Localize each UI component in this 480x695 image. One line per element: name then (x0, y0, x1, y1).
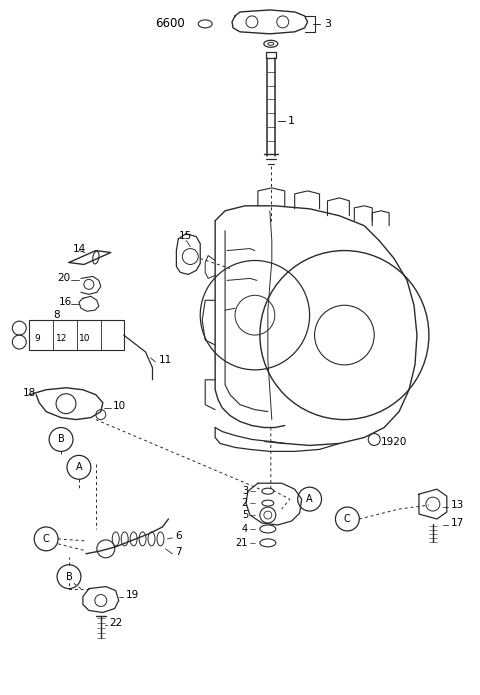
Circle shape (67, 455, 91, 480)
Text: 1: 1 (288, 116, 295, 126)
Text: 7: 7 (175, 547, 182, 557)
Text: C: C (344, 514, 351, 524)
Text: A: A (76, 462, 82, 473)
Text: 3: 3 (242, 486, 248, 496)
Text: 2: 2 (242, 498, 248, 508)
Text: B: B (58, 434, 64, 445)
Text: 13: 13 (451, 500, 464, 510)
Text: A: A (306, 494, 313, 504)
Circle shape (49, 427, 73, 451)
Circle shape (298, 487, 322, 511)
Text: 11: 11 (158, 355, 172, 365)
Text: 18: 18 (23, 388, 36, 398)
Circle shape (57, 565, 81, 589)
Text: 8: 8 (53, 310, 60, 320)
Text: 15: 15 (179, 231, 192, 240)
Text: 19: 19 (126, 589, 139, 600)
Text: C: C (43, 534, 49, 544)
Text: 14: 14 (73, 243, 86, 254)
Text: 1920: 1920 (381, 437, 408, 448)
Text: 17: 17 (451, 518, 464, 528)
Text: B: B (66, 572, 72, 582)
Circle shape (34, 527, 58, 551)
Text: 21: 21 (236, 538, 248, 548)
Text: 6600: 6600 (156, 17, 185, 31)
Text: 22: 22 (109, 619, 122, 628)
Text: 5: 5 (242, 510, 248, 520)
Text: 16: 16 (59, 297, 72, 307)
Circle shape (336, 507, 360, 531)
Text: 3: 3 (324, 19, 332, 29)
Text: 12: 12 (56, 334, 68, 343)
Text: 9: 9 (34, 334, 40, 343)
Text: 10: 10 (79, 334, 90, 343)
Text: 10: 10 (113, 400, 126, 411)
Text: 4: 4 (242, 524, 248, 534)
Text: 6: 6 (175, 531, 182, 541)
Text: 20: 20 (57, 273, 70, 284)
